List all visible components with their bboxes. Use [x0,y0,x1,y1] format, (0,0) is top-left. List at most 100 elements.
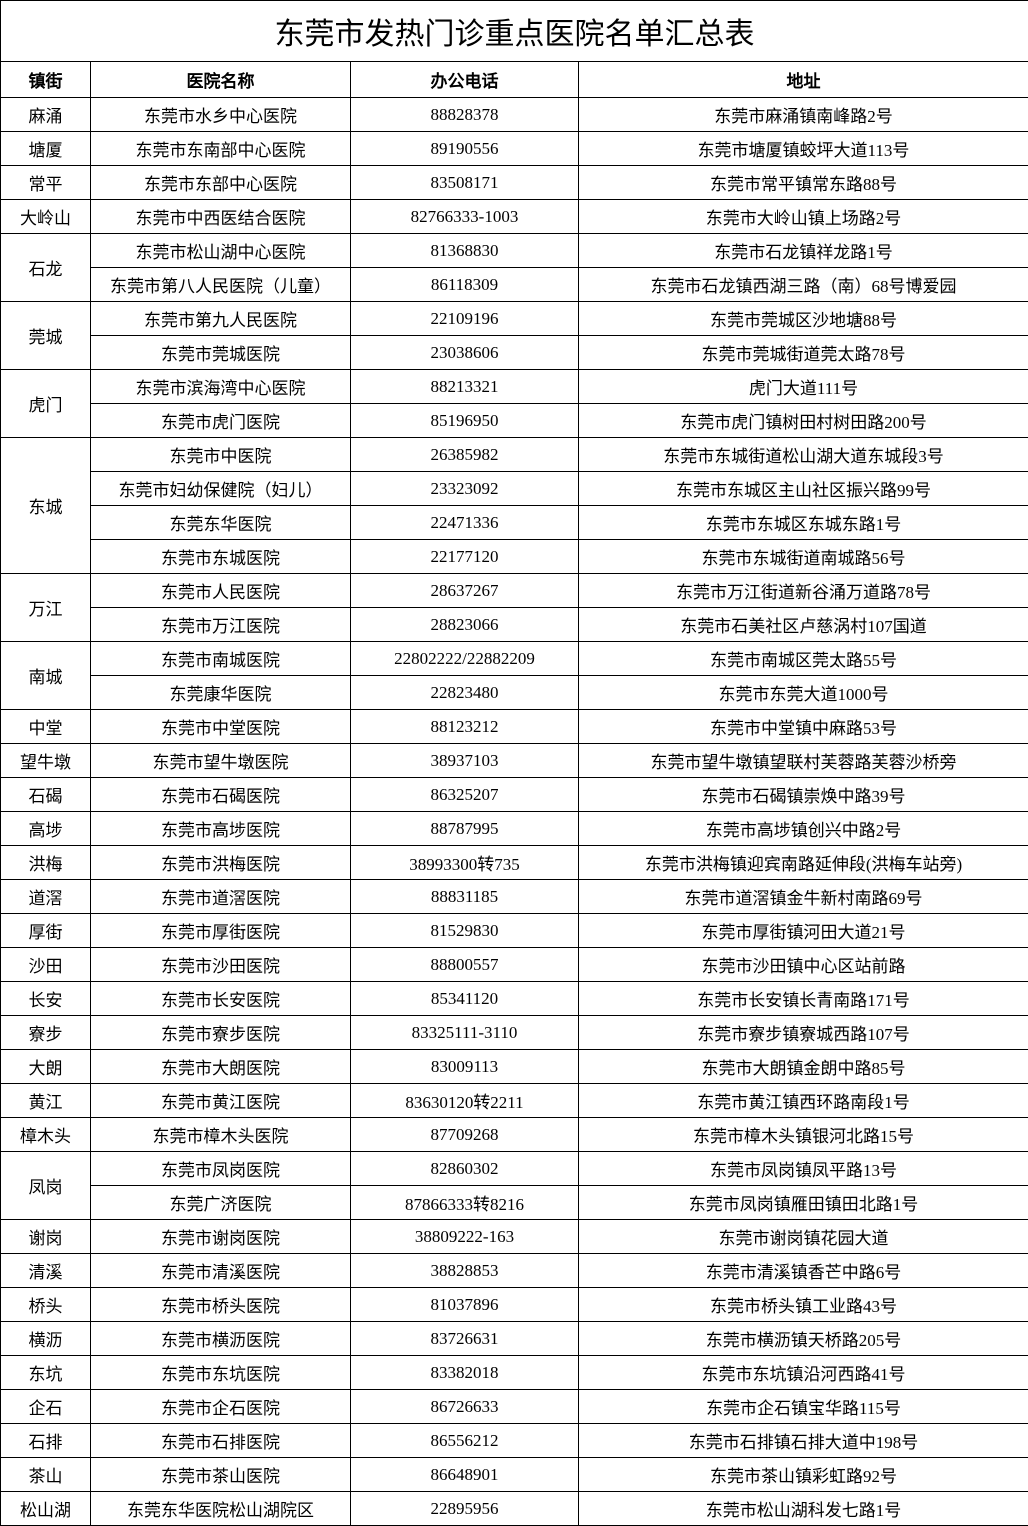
table-row: 塘厦东莞市东南部中心医院89190556东莞市塘厦镇蛟坪大道113号 [1,132,1028,166]
cell-hospital: 东莞市沙田医院 [91,948,351,982]
cell-town: 寮步 [1,1016,91,1050]
cell-hospital: 东莞市人民医院 [91,574,351,608]
cell-town: 莞城 [1,302,91,370]
table-row: 东莞市莞城医院23038606东莞市莞城街道莞太路78号 [1,336,1028,370]
cell-hospital: 东莞市中西医结合医院 [91,200,351,234]
cell-hospital: 东莞市茶山医院 [91,1458,351,1492]
cell-hospital: 东莞市莞城医院 [91,336,351,370]
cell-hospital: 东莞市谢岗医院 [91,1220,351,1254]
cell-address: 东莞市企石镇宝华路115号 [579,1390,1028,1424]
hospital-table-container: 东莞市发热门诊重点医院名单汇总表 镇街 医院名称 办公电话 地址 麻涌东莞市水乡… [0,0,1028,1526]
cell-address: 东莞市高埗镇创兴中路2号 [579,812,1028,846]
cell-phone: 22802222/22882209 [351,642,579,676]
cell-hospital: 东莞市洪梅医院 [91,846,351,880]
cell-phone: 86556212 [351,1424,579,1458]
cell-hospital: 东莞康华医院 [91,676,351,710]
cell-address: 东莞市石碣镇崇焕中路39号 [579,778,1028,812]
table-row: 东莞市万江医院28823066东莞市石美社区卢慈涡村107国道 [1,608,1028,642]
table-row: 桥头东莞市桥头医院81037896东莞市桥头镇工业路43号 [1,1288,1028,1322]
cell-hospital: 东莞市松山湖中心医院 [91,234,351,268]
cell-phone: 86325207 [351,778,579,812]
cell-address: 东莞市石龙镇西湖三路（南）68号博爱园 [579,268,1028,302]
cell-town: 东坑 [1,1356,91,1390]
cell-address: 东莞市东城区主山社区振兴路99号 [579,472,1028,506]
header-hospital: 医院名称 [91,62,351,98]
table-title-row: 东莞市发热门诊重点医院名单汇总表 [1,1,1028,62]
cell-town: 凤岗 [1,1152,91,1220]
cell-hospital: 东莞市东南部中心医院 [91,132,351,166]
cell-hospital: 东莞市中堂医院 [91,710,351,744]
table-row: 谢岗东莞市谢岗医院38809222-163东莞市谢岗镇花园大道 [1,1220,1028,1254]
table-row: 洪梅东莞市洪梅医院38993300转735东莞市洪梅镇迎宾南路延伸段(洪梅车站旁… [1,846,1028,880]
table-row: 石龙东莞市松山湖中心医院81368830东莞市石龙镇祥龙路1号 [1,234,1028,268]
cell-town: 大岭山 [1,200,91,234]
cell-address: 东莞市黄江镇西环路南段1号 [579,1084,1028,1118]
cell-address: 东莞市石龙镇祥龙路1号 [579,234,1028,268]
cell-town: 谢岗 [1,1220,91,1254]
cell-town: 常平 [1,166,91,200]
table-row: 东坑东莞市东坑医院83382018东莞市东坑镇沿河西路41号 [1,1356,1028,1390]
cell-address: 东莞市寮步镇寮城西路107号 [579,1016,1028,1050]
cell-address: 虎门大道111号 [579,370,1028,404]
cell-address: 东莞市东莞大道1000号 [579,676,1028,710]
table-row: 石排东莞市石排医院86556212东莞市石排镇石排大道中198号 [1,1424,1028,1458]
table-row: 松山湖东莞东华医院松山湖院区22895956东莞市松山湖科发七路1号 [1,1492,1028,1526]
table-row: 厚街东莞市厚街医院81529830东莞市厚街镇河田大道21号 [1,914,1028,948]
table-row: 清溪东莞市清溪医院38828853东莞市清溪镇香芒中路6号 [1,1254,1028,1288]
cell-address: 东莞市凤岗镇凤平路13号 [579,1152,1028,1186]
cell-phone: 22109196 [351,302,579,336]
cell-address: 东莞市洪梅镇迎宾南路延伸段(洪梅车站旁) [579,846,1028,880]
cell-phone: 22471336 [351,506,579,540]
cell-hospital: 东莞市第八人民医院（儿童） [91,268,351,302]
cell-address: 东莞市中堂镇中麻路53号 [579,710,1028,744]
cell-town: 沙田 [1,948,91,982]
cell-hospital: 东莞市高埗医院 [91,812,351,846]
cell-address: 东莞市沙田镇中心区站前路 [579,948,1028,982]
cell-town: 望牛墩 [1,744,91,778]
table-row: 南城东莞市南城医院22802222/22882209东莞市南城区莞太路55号 [1,642,1028,676]
cell-hospital: 东莞市滨海湾中心医院 [91,370,351,404]
cell-address: 东莞市茶山镇彩虹路92号 [579,1458,1028,1492]
table-row: 东莞广济医院87866333转8216东莞市凤岗镇雁田镇田北路1号 [1,1186,1028,1220]
cell-address: 东莞市桥头镇工业路43号 [579,1288,1028,1322]
cell-hospital: 东莞市万江医院 [91,608,351,642]
cell-phone: 38828853 [351,1254,579,1288]
cell-town: 洪梅 [1,846,91,880]
table-row: 东莞市妇幼保健院（妇儿）23323092东莞市东城区主山社区振兴路99号 [1,472,1028,506]
cell-phone: 22177120 [351,540,579,574]
cell-phone: 83630120转2211 [351,1084,579,1118]
cell-hospital: 东莞市横沥医院 [91,1322,351,1356]
table-row: 望牛墩东莞市望牛墩医院38937103东莞市望牛墩镇望联村芙蓉路芙蓉沙桥旁 [1,744,1028,778]
cell-phone: 87709268 [351,1118,579,1152]
table-row: 寮步东莞市寮步医院83325111-3110东莞市寮步镇寮城西路107号 [1,1016,1028,1050]
cell-address: 东莞市南城区莞太路55号 [579,642,1028,676]
cell-phone: 23323092 [351,472,579,506]
cell-address: 东莞市东城区东城东路1号 [579,506,1028,540]
table-row: 黄江东莞市黄江医院83630120转2211东莞市黄江镇西环路南段1号 [1,1084,1028,1118]
cell-address: 东莞市横沥镇天桥路205号 [579,1322,1028,1356]
cell-town: 东城 [1,438,91,574]
cell-town: 大朗 [1,1050,91,1084]
cell-town: 樟木头 [1,1118,91,1152]
table-row: 企石东莞市企石医院86726633东莞市企石镇宝华路115号 [1,1390,1028,1424]
cell-address: 东莞市石排镇石排大道中198号 [579,1424,1028,1458]
cell-address: 东莞市塘厦镇蛟坪大道113号 [579,132,1028,166]
cell-hospital: 东莞市企石医院 [91,1390,351,1424]
cell-address: 东莞市大朗镇金朗中路85号 [579,1050,1028,1084]
cell-phone: 28823066 [351,608,579,642]
header-town: 镇街 [1,62,91,98]
cell-phone: 82766333-1003 [351,200,579,234]
table-row: 虎门东莞市滨海湾中心医院88213321虎门大道111号 [1,370,1028,404]
cell-hospital: 东莞市妇幼保健院（妇儿） [91,472,351,506]
table-row: 东莞东华医院22471336东莞市东城区东城东路1号 [1,506,1028,540]
cell-phone: 88831185 [351,880,579,914]
cell-hospital: 东莞市樟木头医院 [91,1118,351,1152]
cell-hospital: 东莞市东城医院 [91,540,351,574]
cell-address: 东莞市莞城街道莞太路78号 [579,336,1028,370]
cell-town: 南城 [1,642,91,710]
cell-phone: 38809222-163 [351,1220,579,1254]
cell-hospital: 东莞市寮步医院 [91,1016,351,1050]
header-phone: 办公电话 [351,62,579,98]
cell-hospital: 东莞市厚街医院 [91,914,351,948]
cell-phone: 83009113 [351,1050,579,1084]
